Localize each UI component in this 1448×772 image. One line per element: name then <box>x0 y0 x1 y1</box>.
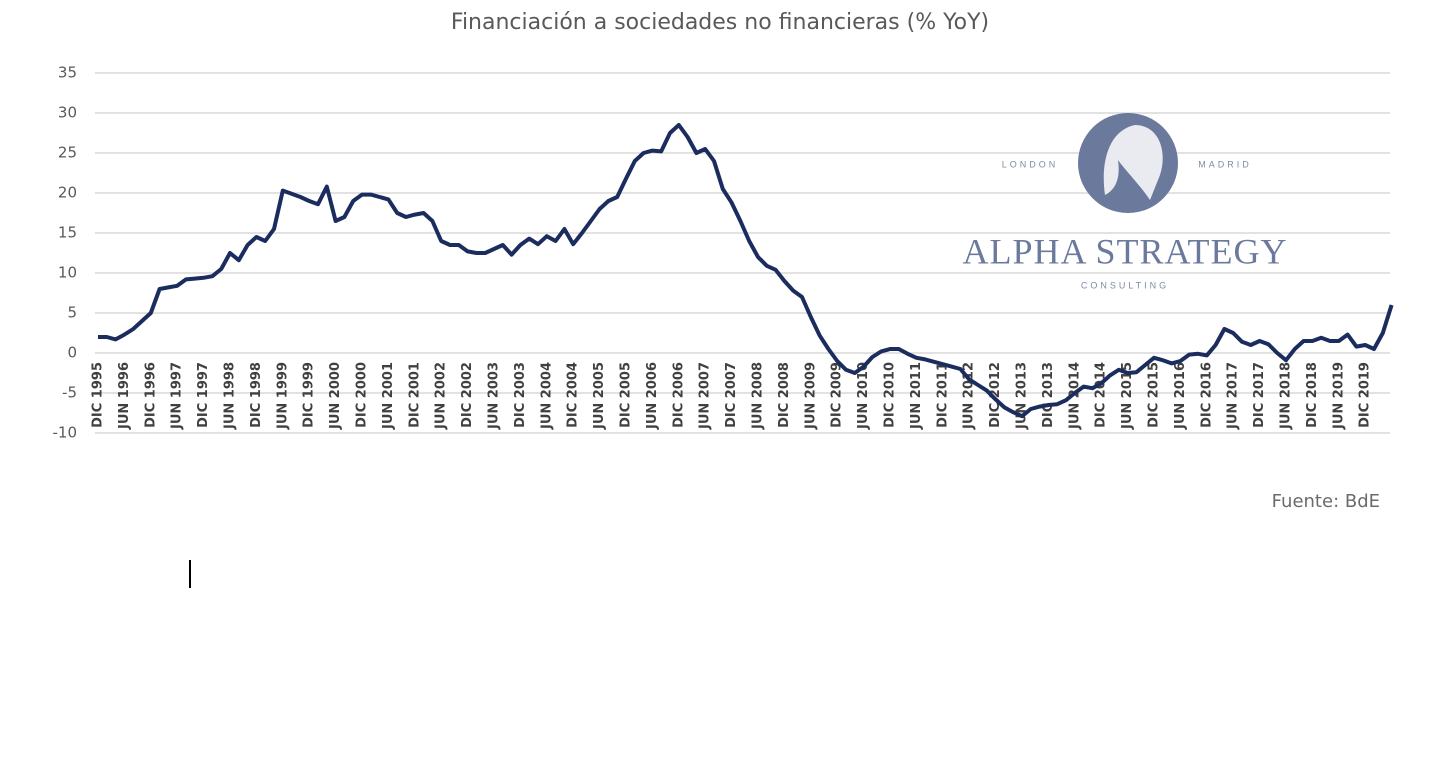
x-tick-label: DIC 2011 <box>935 362 950 428</box>
x-tick-label: JUN 2016 <box>1173 362 1188 430</box>
data-line <box>98 123 1394 419</box>
chart-title: Financiación a sociedades no financieras… <box>451 10 989 35</box>
y-tick-label: -5 <box>62 384 77 402</box>
x-tick-label: JUN 2007 <box>698 362 713 430</box>
y-tick-label: 15 <box>58 224 77 242</box>
x-tick-label: JUN 2003 <box>487 362 502 430</box>
x-tick-label: DIC 2015 <box>1147 362 1162 428</box>
x-tick-label: DIC 2005 <box>619 362 634 428</box>
y-tick-label: 0 <box>67 344 77 362</box>
y-tick-label: 10 <box>58 264 77 282</box>
x-tick-label: DIC 2018 <box>1305 362 1320 428</box>
source-note: Fuente: BdE <box>1272 491 1380 512</box>
logo-name: ALPHA STRATEGY <box>962 231 1287 271</box>
logo: LONDON MADRID ALPHA STRATEGY CONSULTING <box>962 113 1287 290</box>
x-tick-label: JUN 2004 <box>539 362 554 430</box>
logo-lion <box>1103 125 1163 200</box>
logo-right: MADRID <box>1198 159 1252 169</box>
x-tick-label: JUN 2011 <box>909 362 924 430</box>
logo-tagline: CONSULTING <box>1081 280 1169 290</box>
x-tick-label: DIC 2001 <box>407 362 422 428</box>
x-tick-label: DIC 2003 <box>513 362 528 428</box>
x-tick-label: DIC 2004 <box>566 362 581 428</box>
x-tick-label: JUN 2000 <box>328 362 343 430</box>
x-tick-label: DIC 1995 <box>91 362 106 428</box>
logo-left: LONDON <box>1002 159 1059 169</box>
x-tick-label: DIC 2016 <box>1199 362 1214 428</box>
x-tick-label: DIC 2007 <box>724 362 739 428</box>
x-tick-label: DIC 1999 <box>302 362 317 428</box>
x-tick-label: DIC 2013 <box>1041 362 1056 428</box>
x-tick-label: DIC 2000 <box>355 362 370 428</box>
y-tick-label: 25 <box>58 144 77 162</box>
x-tick-label: DIC 1997 <box>196 362 211 428</box>
x-tick-label: JUN 2009 <box>803 362 818 430</box>
y-tick-label: 30 <box>58 104 77 122</box>
y-tick-label: 20 <box>58 184 77 202</box>
x-tick-label: DIC 2012 <box>988 362 1003 428</box>
x-tick-label: JUN 1997 <box>170 362 185 430</box>
x-tick-label: DIC 1996 <box>143 362 158 428</box>
y-tick-label: 35 <box>58 64 77 82</box>
x-tick-label: JUN 1999 <box>275 362 290 430</box>
x-tick-label: JUN 2006 <box>645 362 660 430</box>
x-tick-label: DIC 2002 <box>460 362 475 428</box>
x-tick-label: JUN 2001 <box>381 362 396 430</box>
x-tick-label: JUN 2013 <box>1015 362 1030 430</box>
x-tick-label: DIC 2017 <box>1252 362 1267 428</box>
x-tick-label: JUN 1996 <box>117 362 132 430</box>
x-tick-label: JUN 2017 <box>1226 362 1241 430</box>
y-tick-label: -10 <box>53 424 78 442</box>
x-tick-label: JUN 2010 <box>856 362 871 430</box>
x-tick-label: DIC 2010 <box>883 362 898 428</box>
x-tick-label: DIC 2006 <box>671 362 686 428</box>
y-tick-label: 5 <box>67 304 77 322</box>
x-tick-label: JUN 2018 <box>1279 362 1294 430</box>
x-tick-label: JUN 2012 <box>962 362 977 430</box>
x-tick-label: JUN 2005 <box>592 362 607 430</box>
x-tick-label: JUN 2014 <box>1067 362 1082 430</box>
x-tick-label: DIC 2008 <box>777 362 792 428</box>
x-tick-label: DIC 2019 <box>1358 362 1373 428</box>
x-tick-label: JUN 2002 <box>434 362 449 430</box>
x-tick-label: JUN 2015 <box>1120 362 1135 430</box>
x-tick-label: JUN 2008 <box>751 362 766 430</box>
x-tick-label: DIC 1998 <box>249 362 264 428</box>
x-tick-label: DIC 2014 <box>1094 362 1109 428</box>
x-tick-label: DIC 2009 <box>830 362 845 428</box>
x-tick-label: JUN 2019 <box>1331 362 1346 430</box>
x-tick-label: JUN 1998 <box>223 362 238 430</box>
